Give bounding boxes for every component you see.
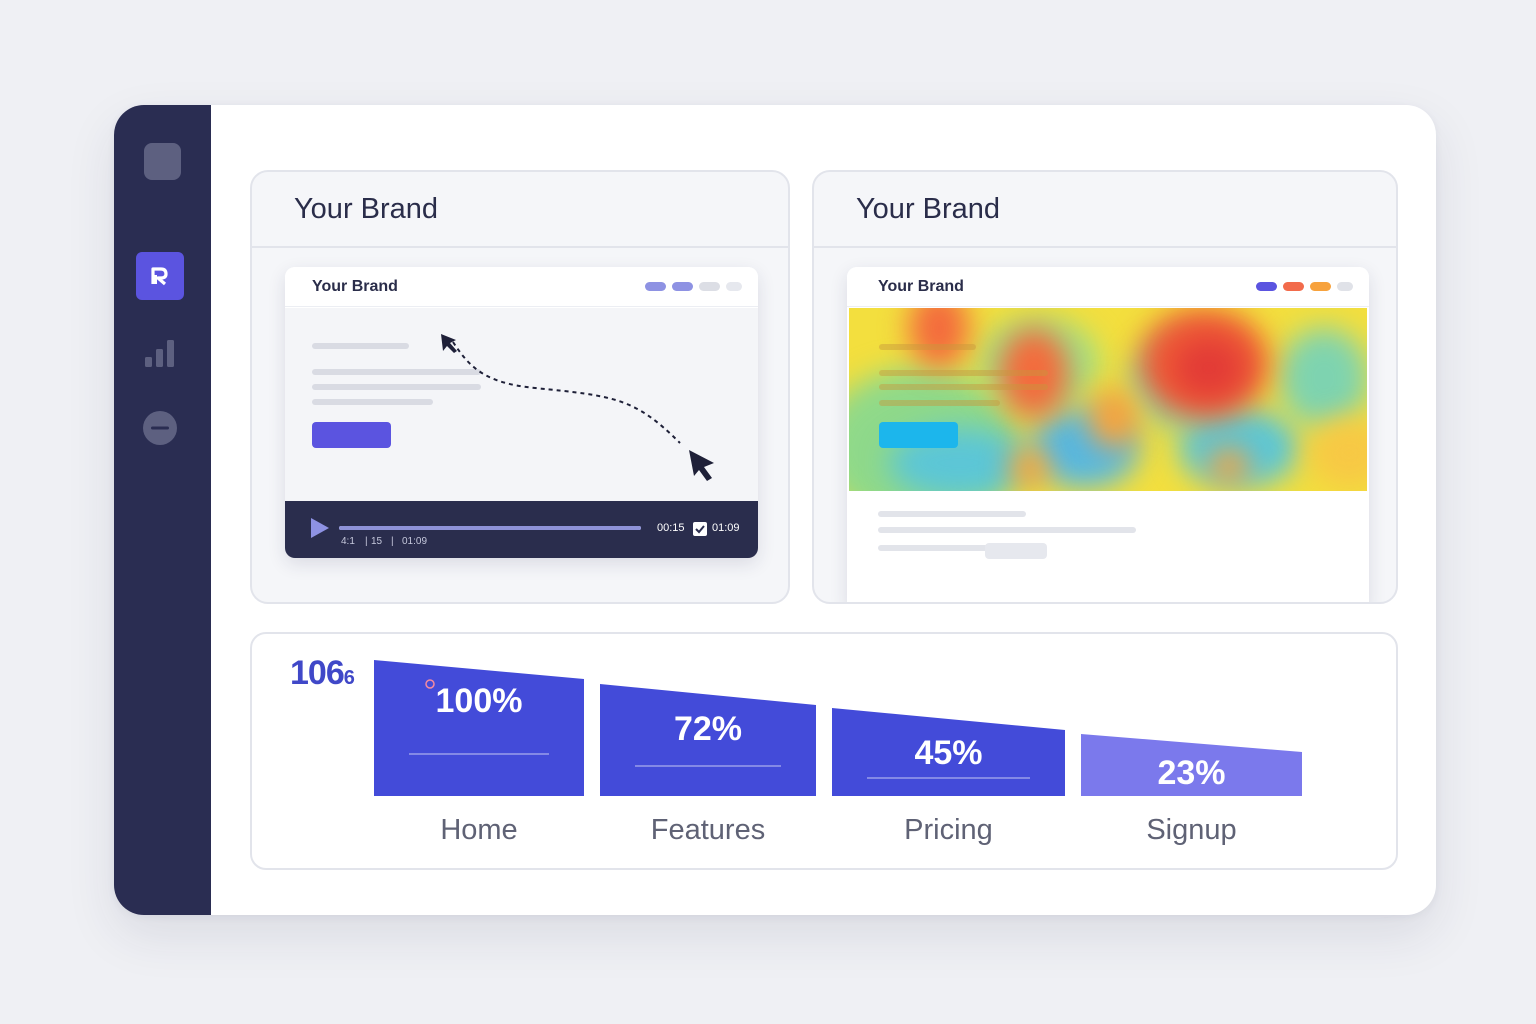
player-small-right: 01:09 xyxy=(402,536,428,547)
funnel-label-signup: Signup xyxy=(1146,814,1237,846)
heatmap-card: Your Brand Your Brand xyxy=(812,170,1398,604)
minus-circle-icon xyxy=(143,411,177,445)
player-small-left: 4:1 xyxy=(341,536,355,547)
click-marker-icon xyxy=(425,679,435,689)
preview-nav-dots xyxy=(1256,282,1353,291)
progress-fill xyxy=(339,526,641,530)
funnel-value-pricing: 45% xyxy=(914,734,983,772)
play-icon[interactable] xyxy=(309,516,331,540)
funnel-chart xyxy=(374,660,1302,796)
sidebar-item-analytics[interactable] xyxy=(136,329,184,377)
sidebar-item-remove[interactable] xyxy=(136,404,184,452)
card-title: Your Brand xyxy=(252,172,788,248)
funnel-bar-underline xyxy=(635,765,781,767)
funnel-label-features: Features xyxy=(650,814,766,846)
sidebar xyxy=(114,105,211,915)
preview-cta-button xyxy=(879,422,958,448)
check-icon[interactable] xyxy=(693,522,707,536)
cursor-end-icon xyxy=(689,450,714,481)
funnel-total: 1066 xyxy=(290,654,355,692)
funnel-label-pricing: Pricing xyxy=(904,814,993,846)
funnel-bar-underline xyxy=(409,753,549,755)
funnel-label-home: Home xyxy=(440,814,518,846)
video-player-bar: 4:1 | 15 | 01:09 00:15 01:09 xyxy=(285,501,758,558)
funnel-bar-underline xyxy=(867,777,1030,779)
player-small-sep: | xyxy=(365,536,368,547)
total-time: 01:09 xyxy=(712,522,740,534)
preview-brand: Your Brand xyxy=(878,277,964,295)
cursor-start-icon xyxy=(441,334,457,353)
cursor-path xyxy=(441,334,714,481)
card-title: Your Brand xyxy=(814,172,1396,248)
funnel-value-features: 72% xyxy=(673,710,743,748)
sidebar-item-brand[interactable] xyxy=(136,252,184,300)
funnel-bar-signup[interactable] xyxy=(1081,734,1302,796)
current-time: 00:15 xyxy=(657,522,685,534)
r-logo-icon xyxy=(151,267,168,286)
heatmap-preview: Your Brand xyxy=(847,267,1369,602)
preview-brand: Your Brand xyxy=(312,277,398,295)
preview-header: Your Brand xyxy=(285,267,758,307)
heatmap-overlay xyxy=(849,308,1367,491)
player-small-sep2: | xyxy=(391,536,394,547)
preview-nav-dots xyxy=(645,282,742,291)
funnel-bar-pricing[interactable] xyxy=(832,708,1065,796)
funnel-value-signup: 23% xyxy=(1157,754,1226,792)
preview-body xyxy=(285,308,758,501)
funnel-bar-features[interactable] xyxy=(600,684,816,796)
preview-cta-button xyxy=(312,422,391,448)
preview-header: Your Brand xyxy=(847,267,1369,307)
funnel-bar-home[interactable] xyxy=(374,660,584,796)
bar-chart-icon xyxy=(145,340,174,367)
app-window: Your Brand Your Brand xyxy=(114,105,1436,915)
progress-track[interactable] xyxy=(339,526,641,530)
page-preview: Your Brand xyxy=(285,267,758,558)
app-logo[interactable] xyxy=(144,143,181,180)
player-small-mid: 15 xyxy=(371,536,383,547)
session-recording-card: Your Brand Your Brand xyxy=(250,170,790,604)
conversion-funnel: 1066 100% Home 72% Features 45% Pricing 23% Sig… xyxy=(250,632,1398,870)
funnel-value-home: 100% xyxy=(435,682,523,720)
